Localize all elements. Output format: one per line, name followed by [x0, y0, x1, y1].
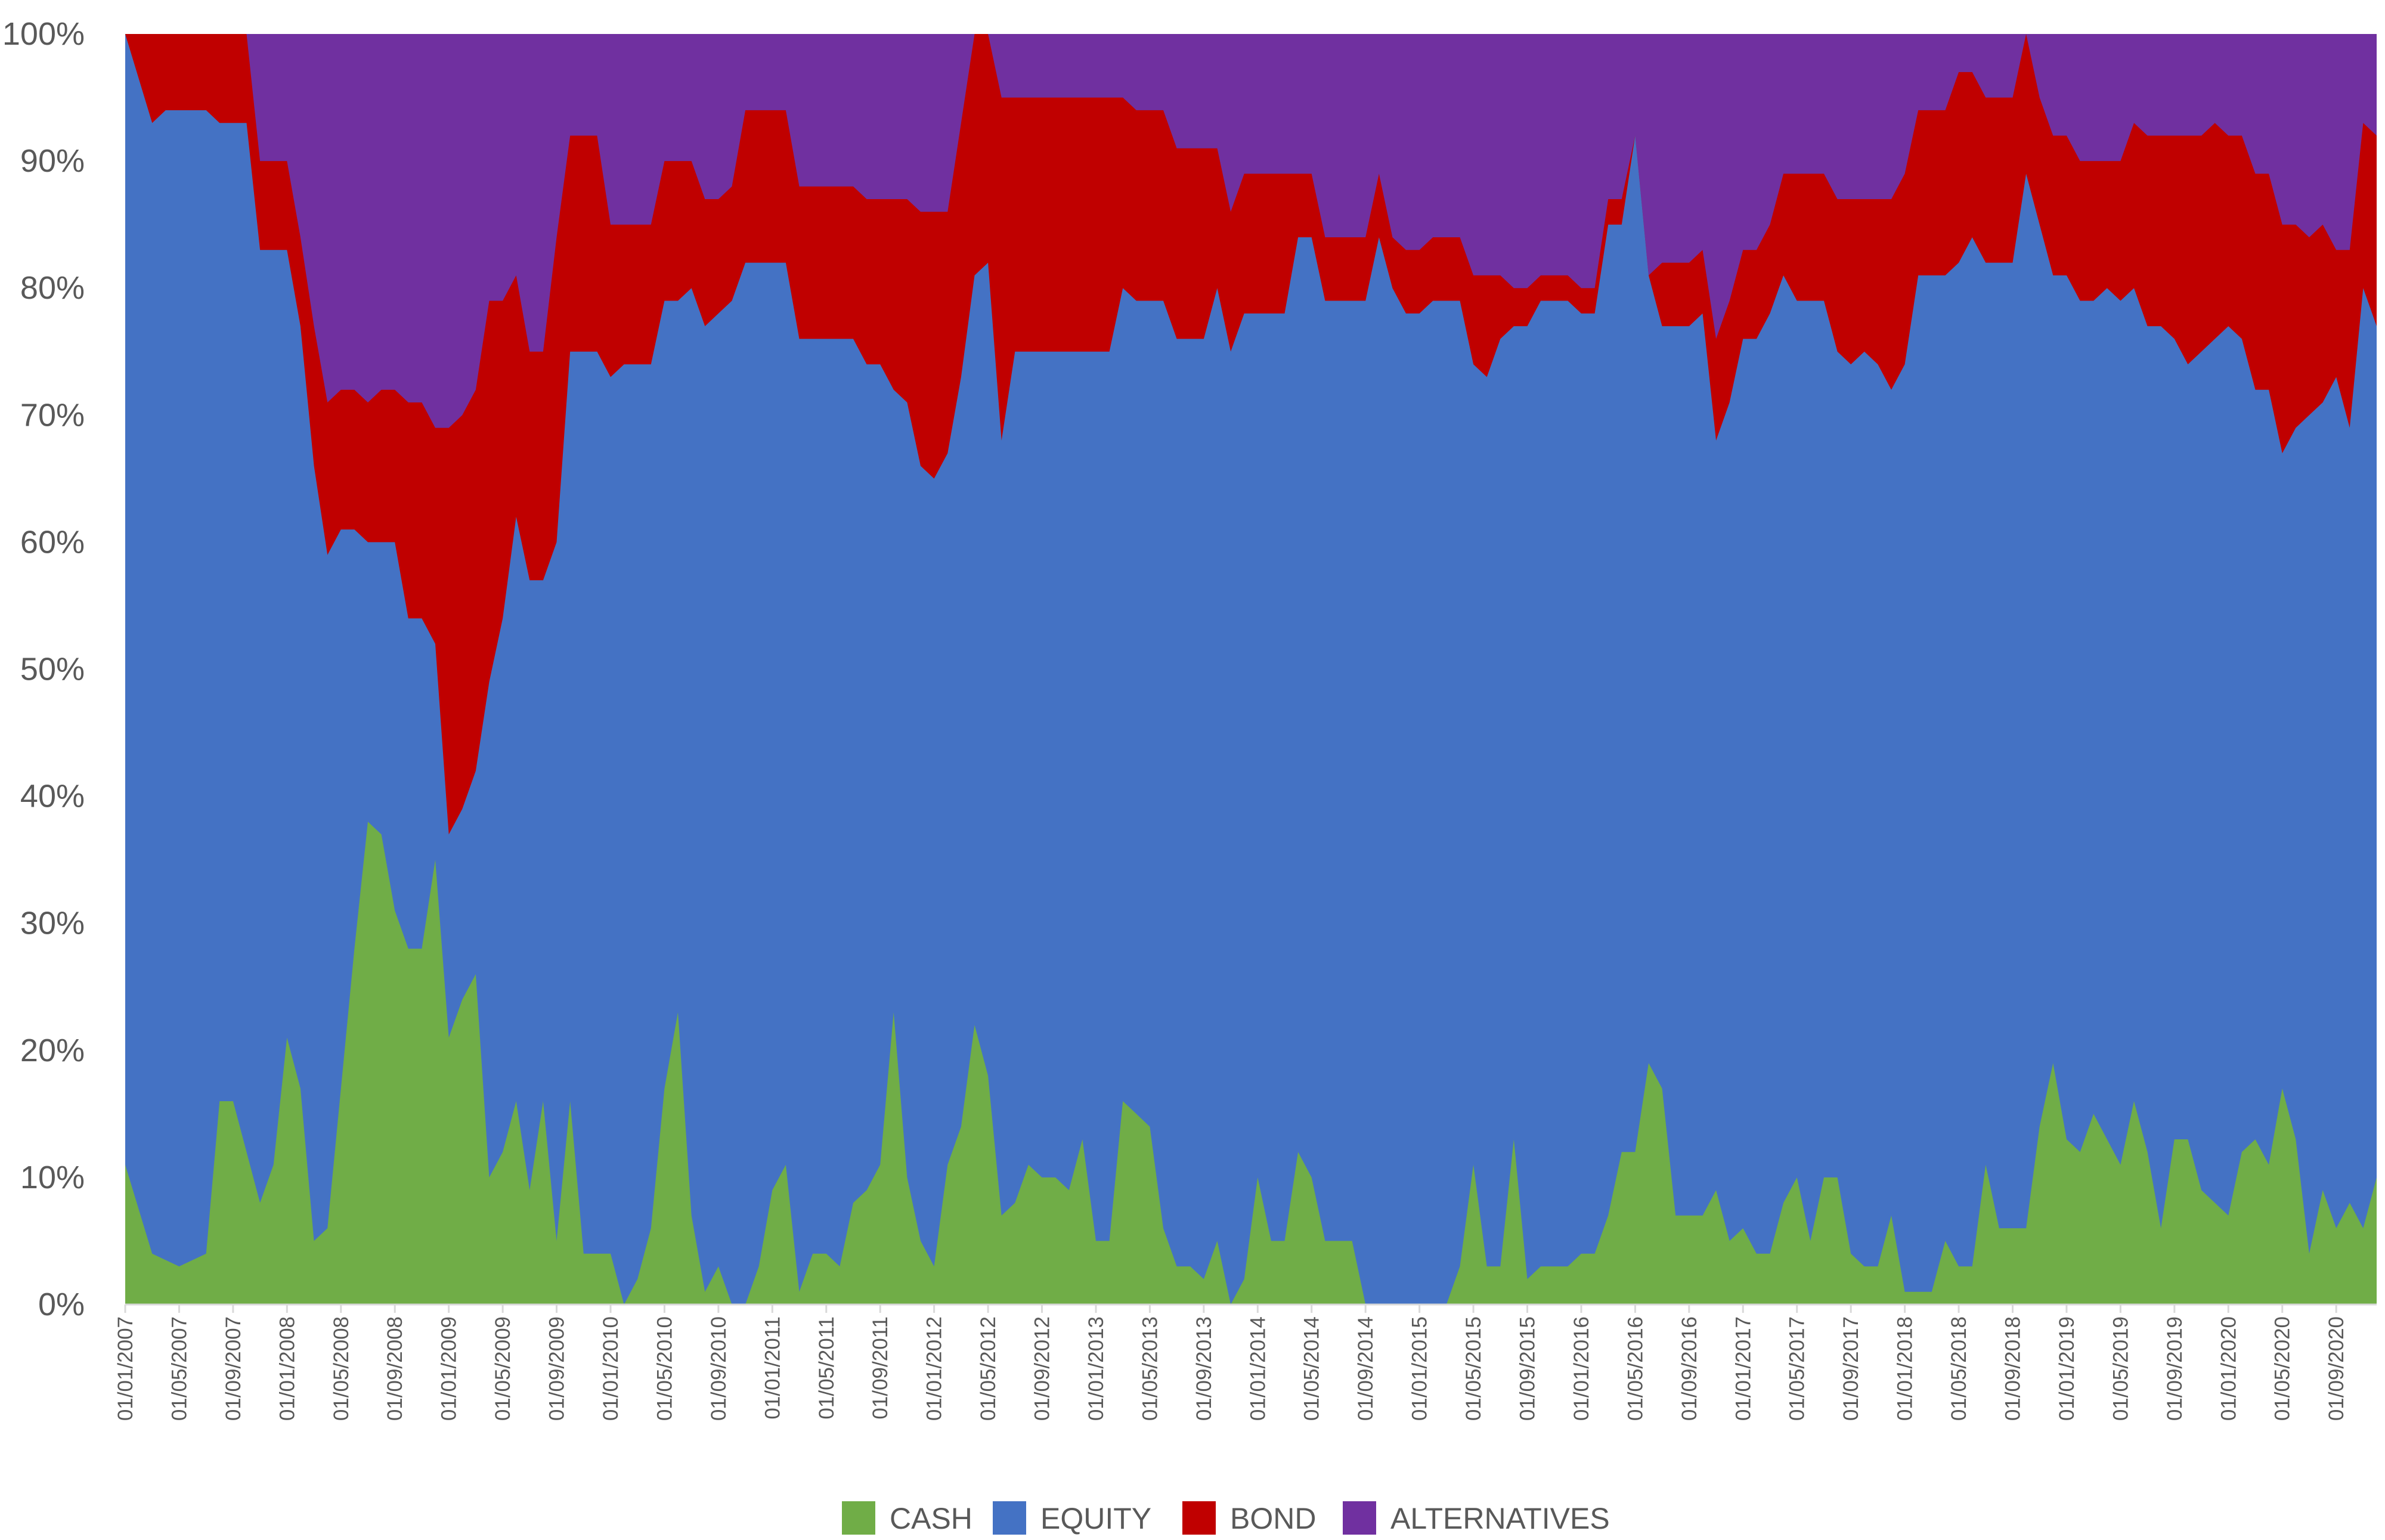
y-tick-label: 100% — [2, 16, 85, 52]
y-tick-label: 60% — [20, 524, 85, 560]
x-tick-label: 01/05/2007 — [168, 1316, 191, 1421]
y-tick-label: 10% — [20, 1160, 85, 1195]
x-tick-label: 01/01/2018 — [1894, 1316, 1917, 1421]
y-tick-label: 80% — [20, 270, 85, 306]
x-tick-label: 01/05/2013 — [1138, 1316, 1161, 1421]
x-tick-label: 01/09/2016 — [1678, 1316, 1701, 1421]
x-tick-label: 01/09/2014 — [1354, 1316, 1377, 1421]
legend-label: EQUITY — [1040, 1502, 1151, 1535]
x-tick-label: 01/01/2007 — [114, 1316, 137, 1421]
x-tick-label: 01/01/2015 — [1408, 1316, 1432, 1421]
x-tick-label: 01/05/2011 — [815, 1316, 838, 1420]
legend: CASH EQUITY BOND ALTERNATIVES — [842, 1501, 1610, 1535]
x-tick-label: 01/09/2009 — [546, 1316, 569, 1421]
x-tick-label: 01/05/2008 — [330, 1316, 353, 1421]
x-tick-label: 01/01/2008 — [275, 1316, 299, 1421]
x-tick-label: 01/01/2011 — [761, 1316, 784, 1420]
legend-swatch — [993, 1501, 1026, 1535]
x-tick-label: 01/01/2016 — [1570, 1316, 1593, 1421]
x-tick-label: 01/09/2008 — [383, 1316, 407, 1421]
legend-label: CASH — [890, 1502, 972, 1535]
x-tick-label: 01/05/2017 — [1786, 1316, 1809, 1421]
area-cash — [125, 822, 2385, 1304]
x-tick-label: 01/09/2011 — [869, 1316, 892, 1420]
y-axis: 0% 10% 20% 30% 40% 50% 60% 70% 80% 90% 100% — [2, 16, 85, 1322]
legend-label: ALTERNATIVES — [1390, 1502, 1610, 1535]
legend-swatch — [842, 1501, 875, 1535]
x-tick-label: 01/05/2016 — [1624, 1316, 1647, 1421]
y-tick-label: 30% — [20, 906, 85, 941]
x-tick-label: 01/09/2019 — [2163, 1316, 2186, 1421]
x-tick-label: 01/01/2013 — [1085, 1316, 1108, 1421]
x-tick-label: 01/09/2018 — [2002, 1316, 2025, 1421]
x-axis: 01/01/2007 01/05/2007 01/09/2007 01/01/2008… — [114, 1303, 2377, 1421]
x-tick-label: 01/05/2015 — [1462, 1316, 1485, 1421]
y-tick-label: 0% — [38, 1287, 85, 1322]
legend-item-alternatives: ALTERNATIVES — [1343, 1501, 1610, 1535]
legend-item-equity: EQUITY — [993, 1501, 1151, 1535]
x-tick-label: 01/05/2020 — [2271, 1316, 2294, 1421]
x-tick-label: 01/09/2007 — [222, 1316, 245, 1421]
x-tick-label: 01/01/2019 — [2055, 1316, 2079, 1421]
y-tick-label: 70% — [20, 397, 85, 433]
area-equity — [125, 34, 2377, 1304]
x-tick-label: 01/05/2018 — [1947, 1316, 1971, 1421]
x-tick-label: 01/01/2012 — [923, 1316, 946, 1421]
x-tick-label: 01/05/2012 — [977, 1316, 1000, 1421]
x-tick-label: 01/01/2010 — [599, 1316, 622, 1421]
y-tick-label: 50% — [20, 652, 85, 687]
legend-swatch — [1343, 1501, 1376, 1535]
x-tick-label: 01/09/2015 — [1516, 1316, 1540, 1421]
x-tick-label: 01/09/2013 — [1192, 1316, 1216, 1421]
x-tick-label: 01/05/2019 — [2109, 1316, 2132, 1421]
legend-label: BOND — [1230, 1502, 1316, 1535]
plot-areas — [125, 31, 2385, 1307]
y-tick-label: 20% — [20, 1033, 85, 1068]
x-tick-label: 01/01/2009 — [438, 1316, 461, 1421]
x-tick-label: 01/09/2010 — [707, 1316, 730, 1421]
x-tick-label: 01/01/2014 — [1246, 1316, 1269, 1421]
x-tick-label: 01/09/2020 — [2325, 1316, 2348, 1421]
y-tick-label: 40% — [20, 779, 85, 814]
x-tick-label: 01/05/2014 — [1300, 1316, 1324, 1421]
y-tick-label: 90% — [20, 143, 85, 179]
x-tick-label: 01/05/2010 — [653, 1316, 676, 1421]
legend-item-cash: CASH — [842, 1501, 972, 1535]
x-tick-label: 01/09/2012 — [1031, 1316, 1054, 1421]
x-tick-label: 01/09/2017 — [1839, 1316, 1863, 1421]
legend-swatch — [1182, 1501, 1216, 1535]
plot-edge-mask — [2377, 31, 2385, 1307]
legend-item-bond: BOND — [1182, 1501, 1316, 1535]
x-tick-label: 01/05/2009 — [491, 1316, 515, 1421]
x-tick-label: 01/01/2017 — [1732, 1316, 1755, 1421]
x-tick-label: 01/01/2020 — [2217, 1316, 2240, 1421]
